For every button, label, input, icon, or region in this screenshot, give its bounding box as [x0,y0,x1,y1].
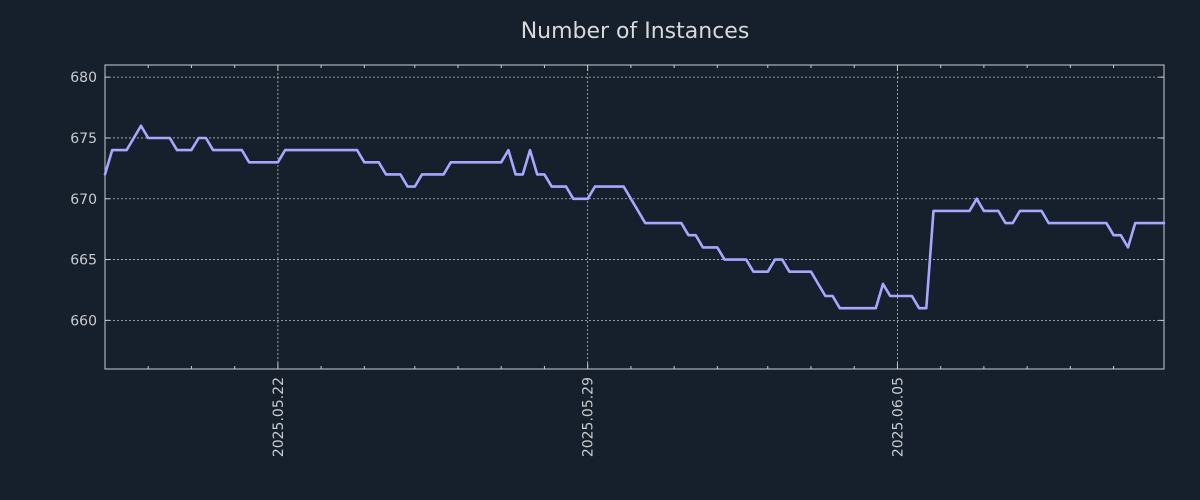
plot-frame [104,64,1165,370]
y-tick-label: 675 [70,131,97,147]
axes-layer [104,64,1165,370]
x-tick-label: 2025.06.05 [890,377,906,457]
plot-layer [103,124,1166,310]
chart-title: Number of Instances [521,19,750,44]
x-tick-label: 2025.05.29 [581,377,597,457]
y-tick-label: 680 [70,70,97,86]
x-tick-label: 2025.05.22 [271,377,287,457]
series-line-instances [103,124,1166,310]
y-tick-label: 665 [70,253,97,269]
y-tick-label: 670 [70,192,97,208]
labels-layer: 660 665 670 675 680 2025.05.22 2025.05.29 2025.… [70,70,906,457]
grid-layer [105,65,1164,369]
y-tick-label: 660 [70,313,97,329]
